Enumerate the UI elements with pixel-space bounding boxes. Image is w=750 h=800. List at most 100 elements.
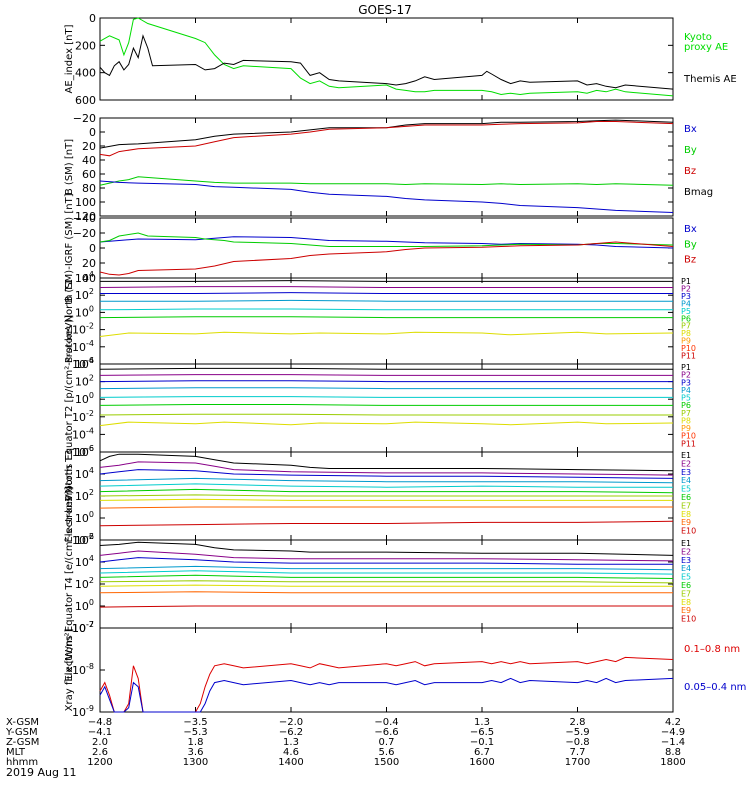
series-line-e6 <box>99 488 674 494</box>
x-axis-labels: X-GSM −4.8 −3.5 −2.0 −0.4 1.3 2.8 4.2 Y-GSM −4.1 −… <box>5 717 686 768</box>
y-tick-label: 100 <box>75 598 94 613</box>
figure-title: GOES-17 <box>358 3 412 17</box>
legend-item: E3 <box>681 468 691 477</box>
y-tick-label: 10-2 <box>72 532 94 547</box>
series-line-p5 <box>99 396 673 398</box>
legend-item: P4 <box>681 299 691 308</box>
x-axis-value: −0.4 <box>374 717 398 728</box>
legend-item: E1 <box>681 451 691 460</box>
panel-frame <box>99 363 674 453</box>
legend-item: E8 <box>681 598 691 607</box>
series-line-by <box>99 176 674 186</box>
legend-item: P9 <box>681 337 691 346</box>
legend-item: Bz <box>684 166 696 177</box>
series-line-e4 <box>99 565 674 571</box>
y-tick-label: 60 <box>82 168 96 181</box>
y-axis-label: AE_index [nT] <box>64 24 75 93</box>
y-axis-label: Protons Equator T2 [p/(cm²-s-sr-keV)] <box>64 315 75 502</box>
x-axis-row-label: X-GSM <box>6 717 39 728</box>
x-axis-row-label: Z-GSM <box>6 737 39 748</box>
series-line-e2 <box>99 461 674 476</box>
x-axis-value: 1600 <box>469 757 494 768</box>
x-axis-value: −6.2 <box>279 727 303 738</box>
series-line-e3 <box>99 469 674 479</box>
y-tick-label: 0 <box>89 242 96 255</box>
legend-item: P11 <box>681 439 696 448</box>
legend-item: P5 <box>681 307 691 316</box>
x-axis-value: 1800 <box>660 757 685 768</box>
legend-item: E7 <box>681 501 691 510</box>
y-tick-label: 102 <box>75 374 94 389</box>
legend-item: Kyoto <box>684 32 712 43</box>
panel-frame <box>99 117 674 217</box>
y-axis-label: Protons North T1 <box>64 279 75 363</box>
series-line-e3 <box>99 557 673 565</box>
series-line-p1 <box>100 280 673 282</box>
legend-item: proxy AE <box>684 42 728 53</box>
legend-item: E5 <box>681 485 691 494</box>
series-line-e10 <box>99 520 674 527</box>
x-axis-value: 5.6 <box>379 747 395 758</box>
series-line-e7 <box>99 494 673 497</box>
legend-item: P1 <box>681 363 691 372</box>
series-line-themis-ae <box>99 34 674 90</box>
legend-item: E6 <box>681 581 691 590</box>
series-line-p2 <box>99 374 673 376</box>
legend-item: P8 <box>681 329 691 338</box>
x-axis-row-label: Y-GSM <box>5 727 38 738</box>
x-axis-value: 1400 <box>278 757 303 768</box>
y-tick-label: 106 <box>75 532 94 547</box>
y-axis-label: B (SM)-IGRF (SM) [nT] <box>64 193 75 302</box>
legend-item: P4 <box>681 386 691 395</box>
panel-frame <box>99 627 674 713</box>
x-axis-value: −0.8 <box>565 737 589 748</box>
x-axis-value: −5.9 <box>565 727 589 738</box>
y-tick-label: −20 <box>73 227 96 240</box>
series-line-0-1-0-8-nm <box>99 656 674 713</box>
legend-item: E2 <box>681 547 691 556</box>
legend-item: P8 <box>681 416 691 425</box>
series-line-e2 <box>99 550 674 562</box>
x-axis-value: −5.3 <box>183 727 207 738</box>
y-tick-label: 100 <box>75 510 94 525</box>
series-line-p5 <box>99 308 673 311</box>
legend-item: P5 <box>681 394 691 403</box>
legend-item: E6 <box>681 493 691 502</box>
series-line-e9 <box>99 591 673 594</box>
y-axis-label: Electrons Equator T4 [e/(cm²-s-sr-keV)] <box>64 486 75 681</box>
y-tick-label: 20 <box>82 257 96 270</box>
y-tick-label: 104 <box>75 466 94 481</box>
legend-item: P11 <box>681 352 696 361</box>
legend-item: P1 <box>681 277 691 286</box>
y-tick-label: −20 <box>73 112 96 125</box>
series-line-p6 <box>99 404 673 406</box>
x-axis-row-label: MLT <box>6 747 26 758</box>
legend-item: E2 <box>681 459 691 468</box>
legend-item: Bz <box>684 255 696 266</box>
series-line-p8 <box>99 421 674 427</box>
series-line-p1 <box>99 367 673 370</box>
y-tick-label: 0 <box>89 126 96 139</box>
x-axis-value: 1500 <box>374 757 399 768</box>
x-axis-value: 1200 <box>87 757 112 768</box>
legend-item: P9 <box>681 424 691 433</box>
x-axis-value: −4.9 <box>661 727 685 738</box>
y-tick-label: 10-6 <box>72 356 94 371</box>
y-tick-label: 600 <box>75 94 96 107</box>
series-line-e4 <box>99 477 674 484</box>
y-tick-label: 400 <box>75 67 96 80</box>
legend-item: Bx <box>684 224 697 235</box>
y-tick-label: 104 <box>75 270 94 285</box>
series-line-0-05-0-4-nm <box>99 677 674 713</box>
series-line-bz <box>99 121 674 157</box>
legend-item: P10 <box>681 432 696 441</box>
legend-item: Bx <box>684 124 697 135</box>
series-line-kyoto-proxy-ae <box>99 17 674 97</box>
series-line-bx <box>99 236 674 249</box>
legend-item: E7 <box>681 589 691 598</box>
legend-item: E8 <box>681 510 691 519</box>
legend-item: By <box>684 239 697 250</box>
